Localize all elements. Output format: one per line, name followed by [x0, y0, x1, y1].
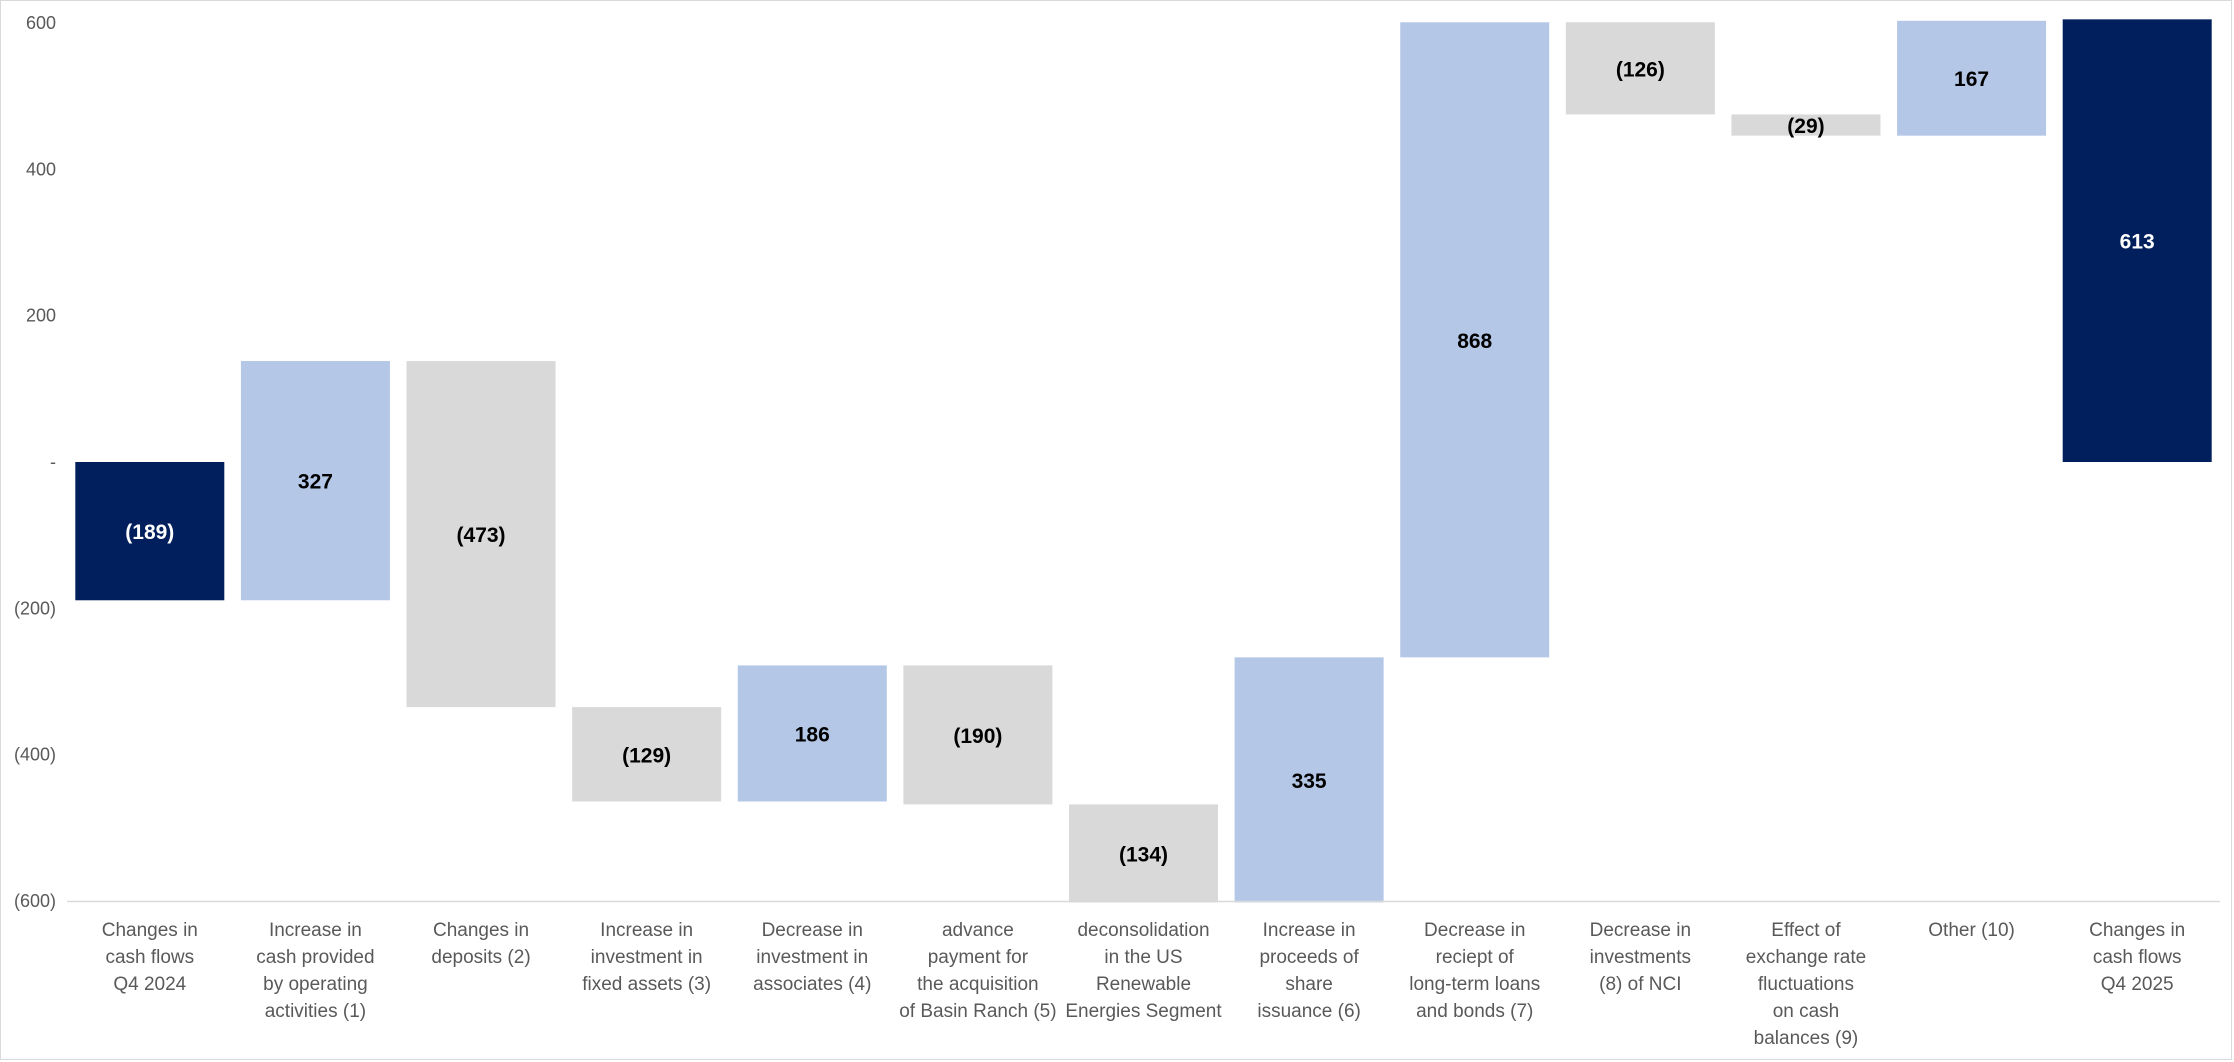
- bar-value-label: 167: [1954, 68, 1989, 91]
- category-label: the acquisition: [917, 974, 1038, 995]
- y-tick-label: 400: [26, 159, 56, 179]
- y-axis: 600 400 200 - (200) (400) (600): [14, 13, 56, 911]
- category-label: share: [1285, 974, 1333, 995]
- category-label: advance: [942, 920, 1014, 941]
- category-label: and bonds (7): [1416, 1001, 1533, 1022]
- bar-value-label: (190): [953, 725, 1002, 748]
- category-label: investments: [1590, 947, 1691, 968]
- category-label: activities (1): [265, 1001, 366, 1022]
- bars: [75, 19, 2212, 903]
- category-label: deconsolidation: [1077, 920, 1209, 941]
- bar-increase: [737, 665, 887, 802]
- category-label: reciept of: [1436, 947, 1515, 968]
- bar-decrease: [572, 707, 722, 802]
- category-label: cash provided: [256, 947, 374, 968]
- bar-increase: [240, 361, 390, 601]
- bar-value-label: (134): [1119, 843, 1168, 866]
- bar-decrease: [903, 665, 1053, 805]
- bar-value-label: (129): [622, 744, 671, 767]
- category-label: Changes in: [102, 920, 198, 941]
- category-label: proceeds of: [1259, 947, 1359, 968]
- category-label: Increase in: [269, 920, 362, 941]
- category-label: Q4 2024: [113, 974, 186, 995]
- category-label: investment in: [756, 947, 868, 968]
- category-label: payment for: [928, 947, 1029, 968]
- category-label: Changes in: [433, 920, 529, 941]
- y-tick-label: (400): [14, 745, 56, 765]
- bar-increase: [1897, 20, 2047, 136]
- bar-decrease: [1069, 804, 1218, 903]
- bar-value-label: 868: [1457, 330, 1492, 353]
- category-label: exchange rate: [1746, 947, 1866, 968]
- y-tick-label: 600: [26, 13, 56, 33]
- bar-value-label: (189): [125, 521, 174, 544]
- category-label: Changes in: [2089, 920, 2185, 941]
- category-label: of Basin Ranch (5): [899, 1001, 1056, 1022]
- bar-decrease: [406, 361, 556, 708]
- category-label: associates (4): [753, 974, 871, 995]
- y-tick-label: 200: [26, 306, 56, 326]
- category-label: Effect of: [1771, 920, 1841, 941]
- bar-value-label: (29): [1787, 115, 1824, 138]
- category-label: (8) of NCI: [1599, 974, 1681, 995]
- bar-decrease: [1565, 22, 1715, 115]
- category-label: Decrease in: [762, 920, 863, 941]
- category-label: cash flows: [105, 947, 194, 968]
- category-label: Renewable: [1096, 974, 1191, 995]
- bar-value-label: 186: [795, 723, 830, 746]
- category-label: investment in: [591, 947, 703, 968]
- y-tick-label: (200): [14, 598, 56, 618]
- category-label: by operating: [263, 974, 368, 995]
- category-label: Decrease in: [1424, 920, 1525, 941]
- y-tick-label: -: [50, 452, 56, 472]
- bar-value-label: 613: [2120, 231, 2155, 254]
- category-label: Increase in: [1263, 920, 1356, 941]
- category-label: Increase in: [600, 920, 693, 941]
- category-label: issuance (6): [1257, 1001, 1361, 1022]
- category-label: Q4 2025: [2101, 974, 2174, 995]
- category-label: fluctuations: [1758, 974, 1854, 995]
- bar-value-label: 335: [1292, 770, 1327, 793]
- category-label: long-term loans: [1409, 974, 1540, 995]
- data-labels: (189) 327 (473) (129) 186 (190) (134) 335 868 (12…: [125, 58, 2154, 866]
- category-label: Decrease in: [1590, 920, 1691, 941]
- x-axis: Changes in cash flows Q4 2024 Increase in ca…: [102, 920, 2186, 1049]
- bar-decrease: [1731, 114, 1881, 136]
- y-tick-label: (600): [14, 891, 56, 911]
- bar-increase: [1234, 657, 1384, 903]
- bar-total: [75, 462, 225, 601]
- category-label: on cash: [1773, 1001, 1840, 1022]
- category-label: Energies Segment: [1065, 1001, 1222, 1022]
- category-label: fixed assets (3): [582, 974, 711, 995]
- bar-value-label: 327: [298, 471, 333, 494]
- category-label: balances (9): [1754, 1028, 1859, 1049]
- category-label: cash flows: [2093, 947, 2182, 968]
- category-label: deposits (2): [431, 947, 530, 968]
- category-label: in the US: [1104, 947, 1182, 968]
- bar-value-label: (473): [457, 524, 506, 547]
- bar-total: [2062, 19, 2212, 462]
- category-label: Other (10): [1928, 920, 2015, 941]
- bar-increase: [1400, 22, 1550, 658]
- bar-value-label: (126): [1616, 58, 1665, 81]
